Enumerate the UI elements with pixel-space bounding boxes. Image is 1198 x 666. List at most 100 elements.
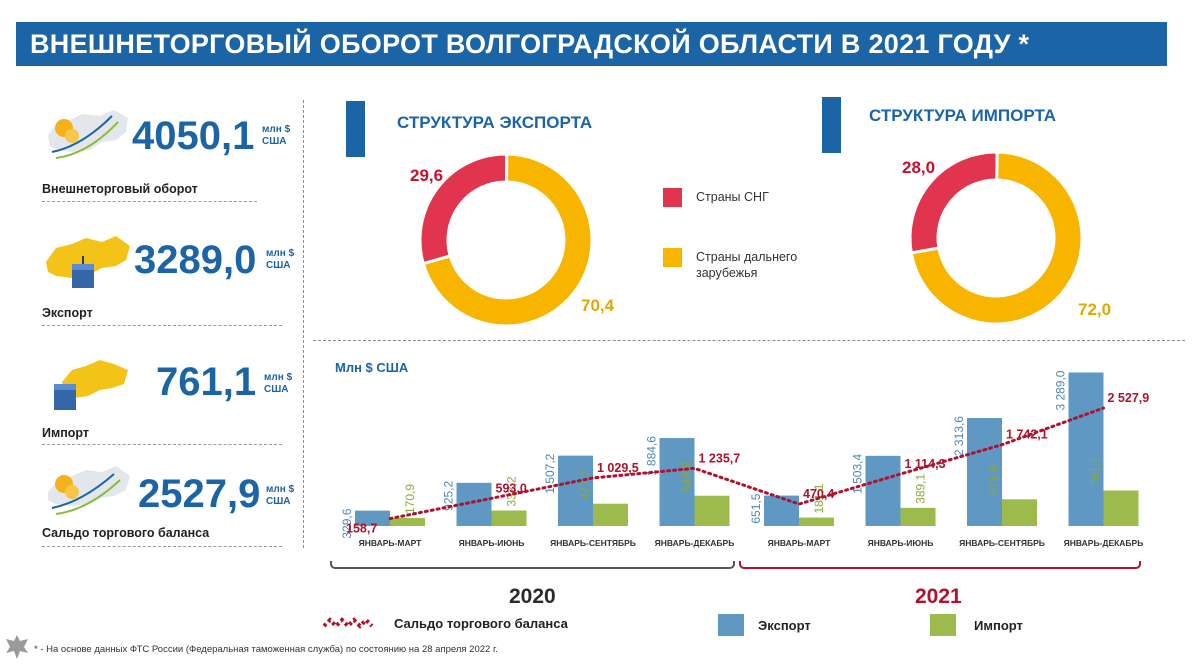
import-value-label: 170,9 bbox=[403, 484, 417, 514]
export-value-label: 329,6 bbox=[340, 508, 354, 538]
kpi-divider bbox=[42, 546, 282, 547]
title-banner: ВНЕШНЕТОРГОВЫЙ ОБОРОТ ВОЛГОГРАДСКОЙ ОБЛА… bbox=[16, 22, 1167, 66]
import-bar bbox=[390, 518, 425, 526]
kpi-unit-line1: млн $ bbox=[266, 248, 295, 259]
export-value-label: 925,2 bbox=[442, 480, 456, 510]
kpi-unit-line2: США bbox=[262, 136, 287, 147]
export-value-label: 1 884,6 bbox=[645, 436, 659, 476]
balance-value-label: 470,4 bbox=[803, 487, 834, 501]
balance-value-label: 1 114,3 bbox=[905, 457, 946, 471]
kpi-unit-line2: США bbox=[266, 496, 291, 507]
horizontal-divider bbox=[313, 340, 1185, 341]
export-value-label: 3 289,0 bbox=[1054, 370, 1068, 410]
legend-swatch-cis bbox=[663, 188, 682, 207]
trade-dynamics-chart: 329,6 170,9 ЯНВАРЬ-МАРТ 925,2 332,2 ЯНВАРЬ-ИЮ… bbox=[340, 370, 1150, 548]
kpi-export: 3289,0 млн $ США Экспорт bbox=[38, 228, 303, 328]
export-value-label: 651,5 bbox=[749, 493, 763, 523]
footnote: * - На основе данных ФТС России (Федерал… bbox=[34, 644, 498, 655]
russia-map-coins-icon bbox=[48, 110, 128, 159]
export-structure-donut bbox=[418, 152, 594, 328]
import-value-label: 477,7 bbox=[578, 469, 592, 499]
year-label-2021: 2021 bbox=[915, 585, 962, 608]
kpi-divider bbox=[42, 201, 257, 202]
kpi-value: 3289,0 bbox=[134, 238, 257, 282]
kpi-label: Импорт bbox=[42, 426, 90, 440]
legend-label-cis: Страны СНГ bbox=[696, 190, 769, 204]
legend-swatch-far-abroad bbox=[663, 248, 682, 267]
export-cis-share-label: 29,6 bbox=[410, 166, 444, 185]
kpi-trade-balance: 2527,9 млн $ США Сальдо торгового баланс… bbox=[38, 460, 303, 552]
vertical-divider bbox=[303, 100, 304, 548]
export-value-label: 1 503,4 bbox=[851, 454, 865, 494]
import-bar bbox=[491, 510, 527, 526]
section-marker bbox=[822, 97, 841, 153]
import-cis-share-label: 28,0 bbox=[902, 158, 936, 177]
export-bar bbox=[355, 510, 390, 526]
russia-map-cargo-icon bbox=[46, 236, 130, 288]
export-far-abroad-share-label: 70,4 bbox=[581, 296, 615, 315]
export-bar bbox=[764, 495, 799, 526]
balance-value-label: 1 235,7 bbox=[699, 451, 741, 465]
page-title: ВНЕШНЕТОРГОВЫЙ ОБОРОТ ВОЛГОГРАДСКОЙ ОБЛА… bbox=[30, 29, 1030, 59]
legend-label-far-abroad: Страны дальнего зарубежья bbox=[696, 250, 798, 280]
russia-map-coins-icon bbox=[48, 466, 130, 515]
export-value-label: 1 507,2 bbox=[543, 453, 557, 493]
export-bar bbox=[967, 418, 1002, 526]
import-bar bbox=[799, 517, 834, 526]
balance-value-label: 158,7 bbox=[346, 522, 377, 536]
category-label: ЯНВАРЬ-СЕНТЯБРЬ bbox=[550, 538, 636, 548]
import-value-label: 332,2 bbox=[505, 476, 519, 506]
legend-label-export: Экспорт bbox=[758, 618, 811, 633]
kpi-unit-line1: млн $ bbox=[262, 124, 291, 135]
export-bar bbox=[659, 438, 695, 526]
legend-label-balance: Сальдо торгового баланса bbox=[394, 616, 568, 631]
kpi-label: Внешнеторговый оборот bbox=[42, 182, 198, 196]
balance-value-label: 593,0 bbox=[496, 481, 527, 495]
russia-map-cargo-icon bbox=[54, 360, 128, 410]
kpi-value: 2527,9 bbox=[138, 472, 261, 516]
balance-value-label: 1 742,1 bbox=[1006, 428, 1048, 442]
balance-line bbox=[388, 406, 1105, 521]
import-far-abroad-share-label: 72,0 bbox=[1078, 300, 1112, 319]
category-label: ЯНВАРЬ-СЕНТЯБРЬ bbox=[959, 538, 1045, 548]
kpi-label: Сальдо торгового баланса bbox=[42, 526, 210, 540]
category-label: ЯНВАРЬ-МАРТ bbox=[359, 538, 422, 548]
kpi-label: Экспорт bbox=[42, 306, 93, 320]
balance-value-label: 2 527,9 bbox=[1108, 391, 1150, 405]
kpi-trade-turnover: 4050,1 млн $ США Внешнеторговый оборот bbox=[38, 100, 303, 205]
kpi-divider bbox=[42, 444, 282, 445]
chart-y-axis-unit: Млн $ США bbox=[335, 360, 409, 375]
import-bar bbox=[593, 503, 628, 526]
import-bar bbox=[900, 507, 936, 526]
year-bracket-2020 bbox=[330, 561, 735, 569]
legend-swatch-import bbox=[930, 614, 956, 636]
import-value-label: 648,8 bbox=[680, 461, 694, 491]
kpi-divider bbox=[42, 325, 282, 326]
import-structure-title: СТРУКТУРА ИМПОРТА bbox=[869, 106, 1057, 125]
legend-balance-dotted-icon bbox=[322, 617, 374, 629]
kpi-import: 761,1 млн $ США Импорт bbox=[38, 352, 303, 445]
export-bar bbox=[1068, 372, 1104, 526]
balance-value-label: 1 029,5 bbox=[597, 461, 639, 475]
legend-label-import: Импорт bbox=[974, 618, 1023, 633]
export-bar bbox=[865, 455, 901, 526]
kpi-value: 4050,1 bbox=[132, 114, 255, 158]
kpi-value: 761,1 bbox=[156, 360, 257, 404]
eagle-emblem-icon bbox=[6, 635, 28, 659]
section-marker bbox=[346, 101, 365, 157]
kpi-unit-line1: млн $ bbox=[264, 372, 293, 383]
import-structure-donut bbox=[908, 150, 1084, 326]
kpi-unit-line2: США bbox=[266, 260, 291, 271]
import-value-label: 389,1 bbox=[914, 473, 928, 503]
category-label: ЯНВАРЬ-ДЕКАБРЬ bbox=[1064, 538, 1144, 548]
category-label: ЯНВАРЬ-ИЮНЬ bbox=[459, 538, 525, 548]
category-label: ЯНВАРЬ-ИЮНЬ bbox=[868, 538, 934, 548]
import-bar bbox=[1002, 499, 1037, 526]
category-label: ЯНВАРЬ-ДЕКАБРЬ bbox=[655, 538, 735, 548]
import-value-label: 761,1 bbox=[1089, 456, 1103, 486]
legend-swatch-export bbox=[718, 614, 744, 636]
year-label-2020: 2020 bbox=[509, 585, 556, 608]
export-structure-title: СТРУКТУРА ЭКСПОРТА bbox=[397, 113, 593, 132]
export-donut-slice-1 bbox=[421, 152, 594, 328]
year-bracket-2021 bbox=[739, 561, 1141, 569]
